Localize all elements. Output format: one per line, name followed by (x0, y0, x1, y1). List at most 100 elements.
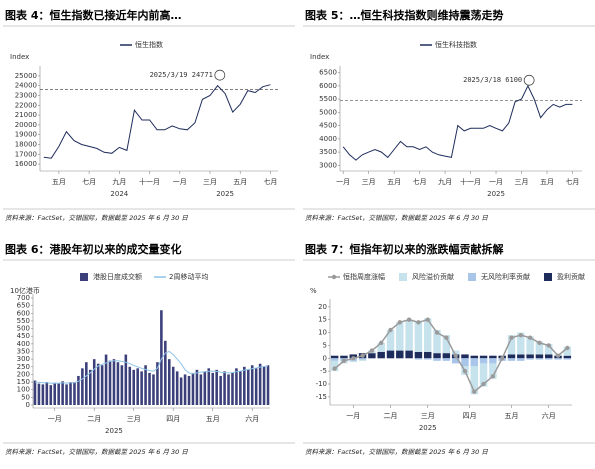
legend-label: 风险溢价贡献 (412, 272, 454, 281)
series-line (34, 350, 269, 384)
bar (211, 372, 215, 405)
y-tick-label: 650 (17, 302, 30, 310)
y-tick-label: 6000 (319, 82, 337, 90)
panel-title: 图表 6：港股年初以来的成交量变化 (5, 242, 181, 256)
bar (507, 335, 516, 355)
bar (33, 380, 37, 405)
x-tick-label: 六月 (542, 411, 556, 420)
bar (489, 355, 497, 359)
line-marker (397, 320, 403, 325)
bar (442, 353, 451, 359)
bar (96, 363, 100, 405)
x-tick-label: 七月 (263, 177, 277, 186)
bar (160, 310, 163, 405)
line-marker (499, 356, 505, 361)
bar (517, 332, 525, 355)
bar (424, 318, 432, 352)
bar (377, 351, 385, 359)
line-marker (369, 348, 375, 353)
source: 资料来源：FactSet，交银国际，数据截至 2025 年 6 月 30 日 (5, 448, 188, 456)
line-marker (472, 389, 477, 394)
bar (239, 371, 242, 405)
x-tick-label: 五月 (52, 178, 66, 186)
line-marker (565, 345, 570, 351)
legend-swatch (399, 273, 407, 281)
y-tick-label: 4000 (319, 135, 337, 143)
bar (243, 366, 246, 405)
x-tick-label: 二月 (87, 415, 101, 423)
bar (49, 385, 53, 405)
bar (424, 358, 432, 360)
bar (128, 366, 132, 405)
bar (545, 344, 553, 355)
annotation-circle (523, 74, 535, 86)
bar (187, 375, 191, 405)
y-axis-label: 10亿港币 (10, 286, 40, 295)
y-tick-label: 700 (17, 294, 30, 302)
source: 资料来源：FactSet，交银国际，数据截至 2025 年 6 月 30 日 (305, 214, 488, 222)
bar (526, 354, 534, 359)
y-tick-label: 300 (17, 355, 30, 363)
legend-marker (331, 274, 337, 280)
bar (396, 322, 404, 351)
bar (156, 362, 159, 405)
bar (507, 358, 516, 361)
bar (340, 355, 348, 359)
y-tick-label: -10 (316, 380, 327, 388)
y-tick-label: 17000 (15, 150, 37, 158)
line-marker (509, 335, 514, 340)
x-tick-label: 五月 (505, 412, 519, 420)
y-tick-label: 200 (17, 370, 30, 378)
bar (250, 365, 254, 405)
bar (100, 365, 104, 405)
bar (231, 372, 234, 405)
bar (81, 368, 84, 405)
legend-swatch (468, 273, 476, 281)
bar (104, 354, 108, 405)
bar (254, 368, 258, 405)
bar (164, 340, 167, 405)
line-marker (388, 327, 393, 333)
bar (57, 383, 60, 405)
bar (461, 354, 469, 359)
x-tick-label: 五月 (206, 415, 220, 423)
legend-label: 无风险利率贡献 (481, 272, 530, 281)
bar (442, 335, 451, 354)
bar (330, 355, 339, 359)
y-tick-label: 150 (17, 378, 30, 386)
bar (489, 363, 497, 379)
y-tick-label: 5 (323, 341, 327, 349)
panel-title: 图表 5：…恒生科技指数则维持震荡走势 (305, 8, 503, 22)
y-tick-label: 450 (17, 332, 30, 340)
line-marker (351, 356, 356, 361)
y-tick-label: 500 (17, 325, 30, 333)
y-tick-label: 24000 (15, 82, 37, 90)
bar (140, 371, 143, 405)
y-tick-label: 16000 (15, 160, 37, 168)
x-tick-label: 十一月 (460, 177, 481, 186)
y-tick-label: 0 (323, 354, 327, 362)
bar (73, 382, 76, 405)
bar (526, 358, 534, 360)
bar (396, 350, 404, 359)
bar (414, 351, 423, 359)
y-tick-label: 20000 (15, 121, 37, 129)
legend-label: 2周移动平均 (169, 272, 208, 281)
bar (246, 369, 250, 405)
x-tick-label: 七月 (565, 177, 579, 186)
line-marker (416, 320, 421, 325)
bar (53, 382, 57, 405)
y-tick-label: 400 (17, 340, 30, 348)
year-label: 2025 (216, 190, 234, 198)
bar (507, 354, 516, 359)
x-tick-label: 三月 (127, 415, 141, 423)
annotation-text: 2025/3/18 6100 (463, 76, 522, 84)
line-marker (378, 340, 384, 346)
bar (563, 358, 572, 360)
bar (120, 365, 124, 405)
bar (433, 330, 441, 354)
y-tick-label: 550 (17, 317, 30, 325)
bar (479, 355, 488, 359)
y-tick-label: 5000 (319, 108, 337, 116)
bar (41, 384, 45, 405)
